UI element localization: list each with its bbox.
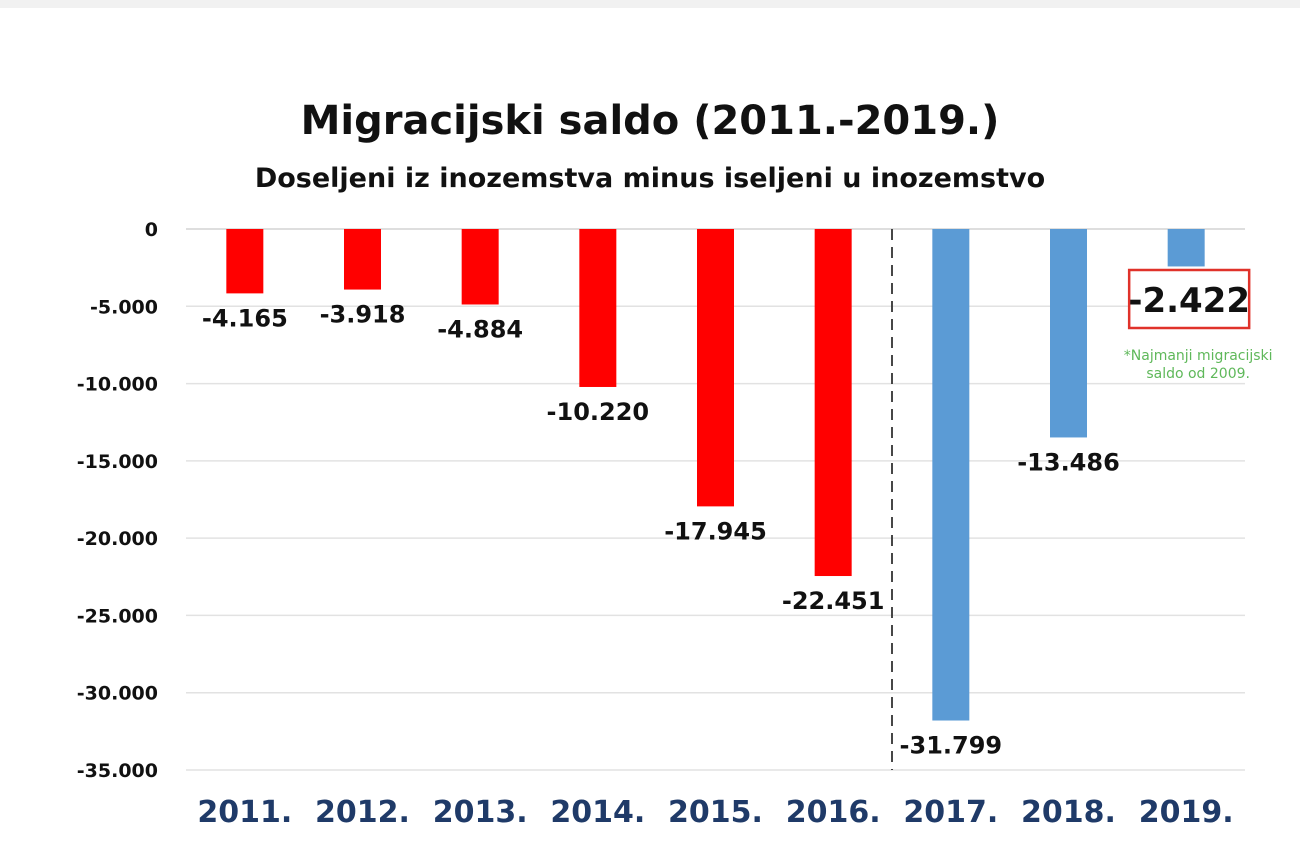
bar: [579, 229, 617, 387]
top-strip: [0, 0, 1300, 8]
y-tick-label: -35.000: [77, 760, 158, 782]
highlight-box: [1127, 268, 1251, 330]
highlight-note: *Najmanji migracijski: [1124, 348, 1273, 364]
x-tick-label: 2011.: [197, 795, 292, 830]
x-tick-label: 2019.: [1139, 795, 1234, 830]
x-tick-label: 2012.: [315, 795, 410, 830]
data-label: -2.422: [1128, 281, 1250, 321]
x-tick-label: 2013.: [433, 795, 528, 830]
y-tick-label: -15.000: [77, 451, 158, 473]
data-label: -13.486: [1017, 448, 1120, 476]
data-label: -4.884: [437, 315, 523, 343]
y-tick-label: -10.000: [77, 374, 158, 396]
y-tick-label: -25.000: [77, 605, 158, 627]
x-tick-label: 2015.: [668, 795, 763, 830]
chart-title: Migracijski saldo (2011.-2019.): [300, 98, 1000, 144]
data-label: -4.165: [202, 304, 288, 332]
bar: [461, 229, 499, 305]
data-label: -31.799: [900, 732, 1003, 760]
y-tick-label: -20.000: [77, 528, 158, 550]
bar: [1050, 229, 1087, 438]
data-label: -22.451: [782, 587, 885, 615]
bar: [814, 229, 852, 577]
data-label: -10.220: [547, 398, 650, 426]
x-tick-label: 2014.: [550, 795, 645, 830]
highlight-note: saldo od 2009.: [1146, 366, 1250, 382]
y-tick-label: 0: [145, 219, 158, 241]
bar: [697, 229, 734, 507]
bar: [932, 229, 970, 721]
data-label: -17.945: [664, 517, 767, 545]
y-tick-label: -5.000: [90, 296, 158, 318]
y-tick-label: -30.000: [77, 683, 158, 705]
x-tick-label: 2016.: [786, 795, 881, 830]
bar: [226, 229, 264, 294]
bar: [344, 229, 381, 290]
data-label: -3.918: [320, 301, 406, 329]
bar: [1167, 229, 1205, 267]
chart-subtitle: Doseljeni iz inozemstva minus iseljeni u…: [254, 163, 1046, 194]
x-tick-label: 2018.: [1021, 795, 1116, 830]
x-tick-label: 2017.: [903, 795, 998, 830]
